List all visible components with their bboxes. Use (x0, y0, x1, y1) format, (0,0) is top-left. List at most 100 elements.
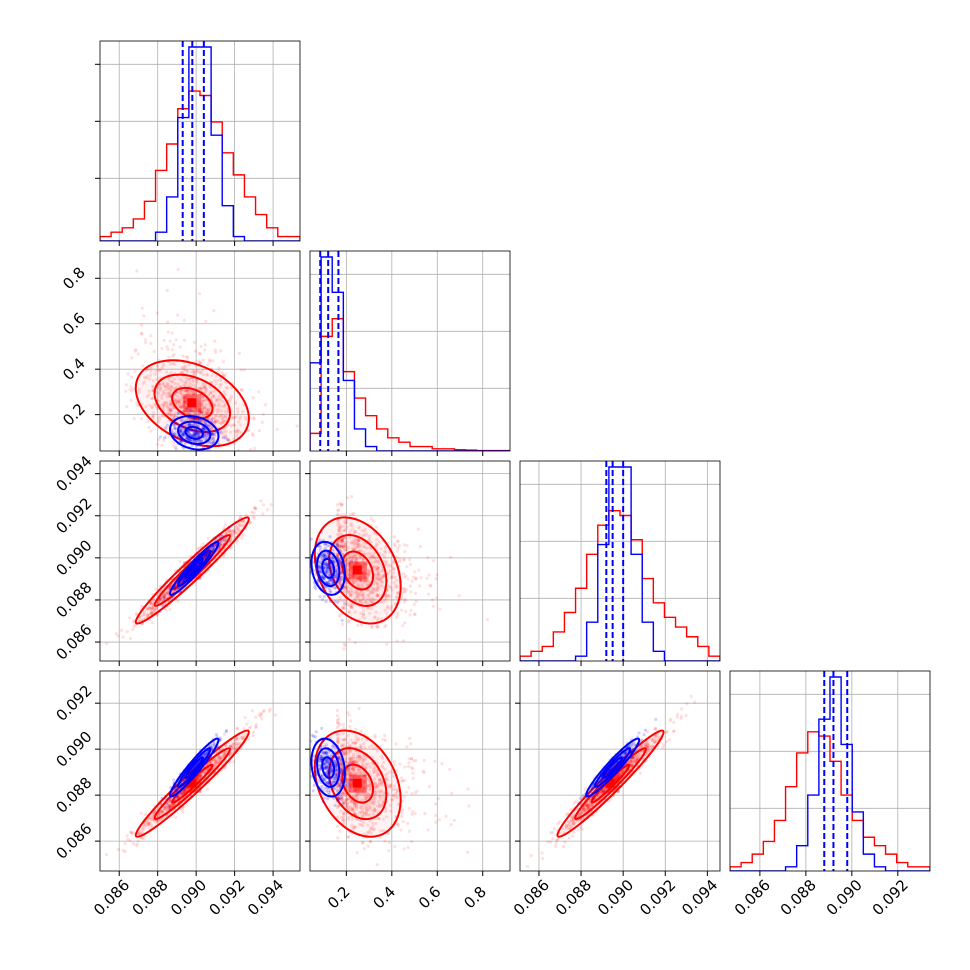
scatter-point (336, 523, 340, 527)
scatter-point (318, 569, 322, 574)
scatter-point (231, 745, 235, 749)
scatter-point (152, 349, 156, 353)
scatter-point (166, 411, 170, 415)
scatter-point (355, 596, 359, 600)
scatter-point (242, 519, 246, 524)
scatter-point (356, 542, 360, 546)
scatter-point (174, 398, 179, 402)
scatter-point (352, 554, 356, 558)
scatter-point (186, 429, 191, 433)
scatter-point (326, 580, 330, 584)
scatter-point (207, 448, 212, 451)
scatter-point (367, 592, 371, 597)
scatter-point (389, 605, 394, 609)
scatter-point (238, 451, 241, 454)
scatter-point (338, 561, 342, 566)
scatter-point (121, 849, 125, 853)
scatter-point (197, 424, 201, 428)
scatter-point (181, 432, 185, 437)
scatter-point (163, 384, 167, 388)
scatter-point (340, 538, 344, 542)
scatter-point (328, 572, 332, 576)
scatter-point (359, 574, 363, 578)
scatter-point (395, 616, 399, 620)
scatter-point (370, 626, 374, 630)
scatter-point (219, 756, 224, 760)
scatter-point (209, 380, 214, 384)
scatter-point (181, 395, 185, 399)
scatter-point (375, 618, 380, 623)
scatter-point (152, 411, 156, 415)
scatter-point (198, 407, 202, 411)
scatter-point (214, 399, 219, 403)
scatter-point (139, 831, 143, 835)
scatter-point (194, 431, 199, 436)
scatter-point (335, 573, 339, 577)
scatter-point (175, 436, 179, 441)
scatter-point (414, 577, 418, 581)
scatter-point (116, 634, 120, 638)
scatter-point (217, 385, 222, 390)
scatter-point (329, 568, 333, 572)
scatter-point (164, 400, 168, 404)
scatter-point (164, 435, 168, 439)
scatter-point (358, 593, 363, 598)
scatter-point (131, 627, 135, 632)
scatter-point (213, 339, 217, 343)
scatter-point (168, 384, 172, 388)
scatter-point (343, 643, 347, 648)
scatter-point (165, 401, 169, 405)
scatter-point (224, 416, 228, 420)
scatter-point (331, 580, 335, 584)
scatter-point (220, 371, 224, 375)
scatter-point (402, 543, 406, 547)
scatter-point (376, 571, 380, 575)
scatter-point (181, 432, 186, 437)
scatter-point (174, 446, 178, 450)
scatter-point (167, 391, 171, 395)
density-cell (352, 565, 362, 575)
panel-2-1 (305, 460, 511, 666)
scatter-point (175, 422, 179, 426)
scatter-point (172, 423, 176, 427)
scatter-point (358, 599, 363, 603)
scatter-point (136, 352, 140, 356)
scatter-point (339, 513, 343, 517)
scatter-point (336, 540, 340, 544)
scatter-point (228, 761, 232, 765)
scatter-point (234, 434, 239, 439)
scatter-point (203, 554, 208, 558)
scatter-point (346, 496, 350, 500)
scatter-point (213, 758, 218, 763)
scatter-point (162, 401, 166, 405)
scatter-point (399, 608, 404, 612)
scatter-point (136, 842, 140, 846)
contour-series-1 (321, 557, 336, 579)
scatter-point (182, 417, 186, 421)
scatter-point (206, 424, 211, 429)
scatter-point (153, 608, 157, 612)
scatter-point (171, 431, 175, 435)
scatter-point (181, 578, 185, 582)
scatter-point (218, 421, 222, 425)
scatter-point (227, 399, 232, 403)
scatter-point (193, 434, 197, 438)
scatter-point (235, 531, 239, 535)
scatter-point (155, 442, 160, 446)
scatter-point (145, 374, 150, 378)
scatter-point (351, 562, 356, 567)
scatter-point (210, 394, 215, 398)
scatter-point (210, 435, 215, 439)
scatter-point (197, 292, 202, 296)
scatter-point (200, 410, 204, 414)
scatter-point (142, 824, 146, 828)
scatter-point (357, 575, 362, 579)
scatter-point (392, 535, 397, 539)
scatter-point (341, 552, 345, 556)
scatter-point (217, 366, 221, 370)
scatter-point (243, 716, 247, 720)
scatter-point (229, 386, 234, 390)
contour-series-1 (316, 549, 341, 588)
scatter-point (185, 369, 189, 373)
scatter-point (374, 610, 378, 614)
